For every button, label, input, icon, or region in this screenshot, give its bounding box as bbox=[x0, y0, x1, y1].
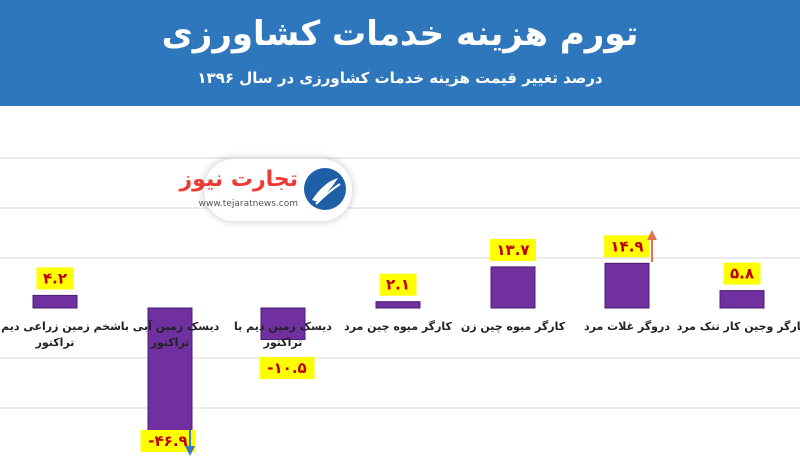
bar bbox=[719, 290, 765, 309]
down-arrow-head-icon bbox=[185, 446, 195, 456]
category-label: کارگر میوه چین زن bbox=[461, 320, 566, 333]
value-label-bg bbox=[36, 267, 74, 290]
up-arrow-head-icon bbox=[647, 230, 657, 240]
bar bbox=[490, 266, 536, 309]
category-label: شخم زمین زراعی دیم با تراکتور bbox=[0, 320, 121, 349]
value-label-bg bbox=[379, 273, 417, 296]
category-label: کارگر میوه چین مرد bbox=[344, 320, 452, 333]
bar bbox=[32, 294, 78, 309]
chart-subtitle: درصد تغییر قیمت هزینه خدمات کشاورزی در س… bbox=[197, 69, 603, 87]
chart-title: تورم هزینه خدمات کشاورزی bbox=[161, 14, 639, 54]
value-label-bg bbox=[490, 238, 536, 261]
category-label: دیسک زمین دیم با تراکتور bbox=[234, 320, 332, 349]
value-label: ۱۴.۹ bbox=[610, 237, 643, 255]
value-label: ۲.۱ bbox=[386, 276, 410, 294]
value-label-bg bbox=[259, 357, 315, 379]
bar bbox=[604, 262, 650, 309]
value-label: ۵.۸ bbox=[730, 265, 754, 283]
tejarat-news-logo: تجارت نیوز www.tejaratnews.com bbox=[179, 158, 353, 222]
value-label-bg bbox=[604, 235, 650, 258]
value-label-bg bbox=[140, 430, 196, 452]
chart-header: تورم هزینه خدمات کشاورزی درصد تغییر قیمت… bbox=[0, 0, 800, 106]
logo-arrow-icon bbox=[304, 168, 346, 210]
bar bbox=[260, 307, 306, 340]
logo-url: www.tejaratnews.com bbox=[198, 199, 298, 209]
category-label: کارگر وجین کار تنک مرد bbox=[677, 320, 800, 333]
category-label: دیسک زمین آبی با تراکتور bbox=[121, 319, 220, 349]
bar bbox=[375, 301, 421, 309]
value-label: -۱۰.۵ bbox=[267, 359, 306, 377]
logo-wordmark: تجارت نیوز bbox=[179, 167, 298, 192]
value-label: -۴۶.۹ bbox=[148, 432, 187, 450]
value-label: ۴.۲ bbox=[43, 269, 67, 287]
value-label: ۱۳.۷ bbox=[496, 241, 529, 259]
value-label-bg bbox=[723, 262, 761, 285]
bar bbox=[147, 307, 193, 450]
category-label: دروگر غلات مرد bbox=[584, 320, 670, 333]
